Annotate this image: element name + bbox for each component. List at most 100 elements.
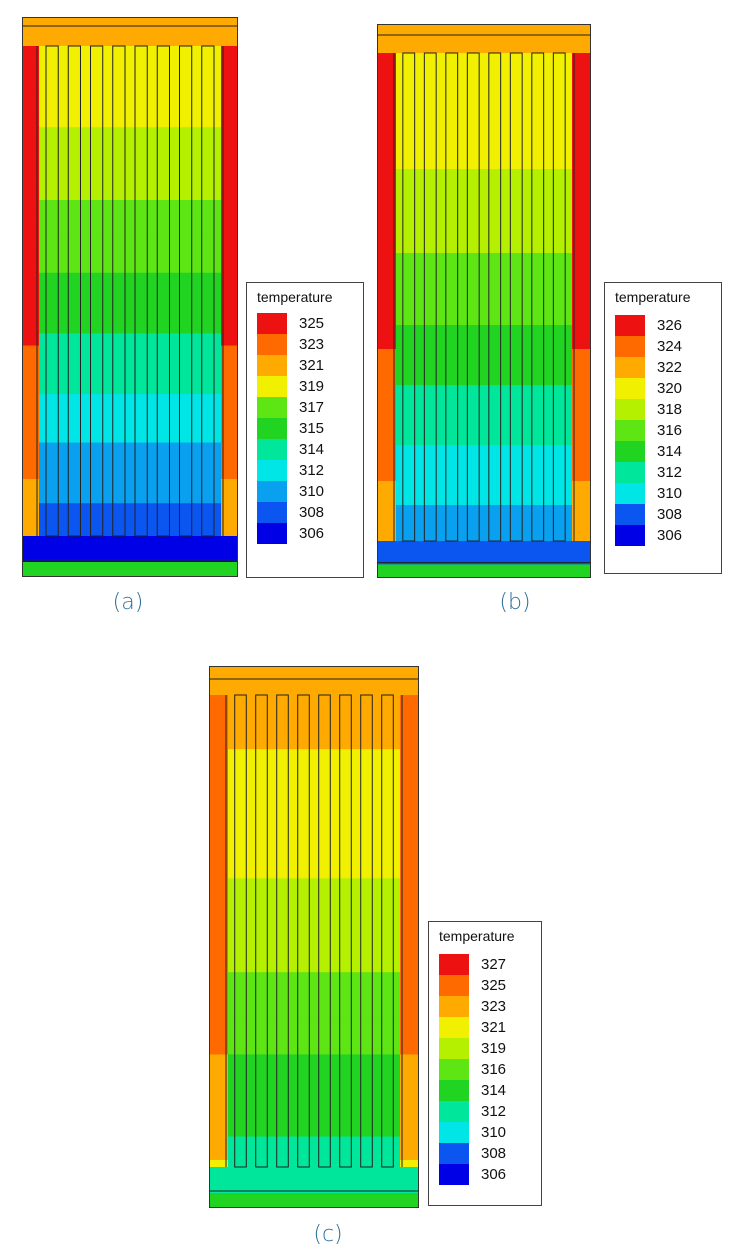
- side-wall-band: [221, 236, 237, 250]
- field-band: [210, 1030, 418, 1044]
- side-wall-band: [210, 972, 228, 985]
- field-band: [210, 960, 418, 974]
- field-band: [23, 175, 237, 189]
- legend-tick-label: 312: [657, 464, 683, 481]
- legend-swatch: [615, 378, 645, 399]
- channel-outline: [402, 52, 416, 542]
- channel-outline: [445, 52, 459, 542]
- channel-outline: [360, 694, 373, 1168]
- side-wall-band: [572, 349, 590, 362]
- legend-entry: 308: [615, 504, 705, 525]
- legend-tick-label: 321: [481, 1019, 507, 1036]
- side-wall-band: [221, 394, 237, 408]
- side-wall-band: [378, 445, 396, 458]
- field-band: [210, 890, 418, 903]
- field-band: [23, 54, 237, 68]
- side-wall-band: [572, 313, 590, 326]
- field-band: [378, 121, 590, 134]
- side-wall-band: [572, 493, 590, 506]
- field-band: [378, 301, 590, 314]
- field-band: [23, 478, 237, 493]
- field-band: [210, 749, 418, 762]
- field-band: [23, 309, 237, 323]
- field-band: [23, 236, 237, 250]
- field-band: [23, 333, 237, 347]
- field-band: [23, 212, 237, 226]
- legend-swatch: [439, 1101, 469, 1122]
- legend-tick-label: 322: [657, 359, 683, 376]
- side-wall-band: [572, 97, 590, 110]
- channel-outline: [488, 52, 502, 542]
- side-wall-band: [221, 491, 237, 505]
- side-wall-band: [378, 313, 396, 326]
- side-wall-band: [400, 972, 418, 985]
- side-wall-band: [221, 260, 237, 274]
- field-band: [378, 457, 590, 470]
- side-wall-band: [572, 121, 590, 134]
- side-wall-band: [221, 115, 237, 129]
- side-wall-band: [400, 866, 418, 880]
- side-wall-band: [400, 901, 418, 915]
- side-wall-band: [378, 277, 396, 290]
- side-wall-band: [378, 265, 396, 278]
- side-wall-band: [378, 229, 396, 242]
- field-band: [23, 151, 237, 165]
- temperature-field-b: [378, 25, 590, 577]
- legend-swatch: [257, 334, 287, 355]
- side-wall-band: [572, 109, 590, 122]
- legend-entry: 321: [257, 355, 347, 376]
- side-wall-band: [400, 737, 418, 751]
- side-wall-band: [221, 418, 237, 432]
- legend-tick-label: 316: [657, 422, 683, 439]
- legend-entry: 318: [615, 399, 705, 420]
- side-wall-band: [221, 212, 237, 226]
- legend-entry: 326: [615, 315, 705, 336]
- side-wall-band: [400, 1089, 418, 1103]
- temperature-field-a: [23, 18, 237, 576]
- side-wall-band: [378, 145, 396, 158]
- field-band: [210, 772, 418, 786]
- side-wall-band: [221, 272, 237, 286]
- legend-swatch: [439, 1143, 469, 1164]
- side-wall-band: [572, 169, 590, 182]
- side-wall-band: [23, 381, 39, 396]
- top-header: [378, 25, 590, 53]
- field-band: [210, 1113, 418, 1126]
- legend-swatch: [615, 483, 645, 504]
- legend-entry: 320: [615, 378, 705, 399]
- side-wall-band: [400, 1030, 418, 1044]
- side-wall-band: [23, 333, 39, 347]
- field-band: [378, 205, 590, 218]
- side-wall-band: [378, 181, 396, 194]
- field-band: [23, 406, 237, 420]
- field-band: [210, 995, 418, 1009]
- legend-swatch: [439, 1080, 469, 1101]
- side-wall-band: [210, 866, 228, 880]
- channel-outline: [234, 694, 247, 1168]
- field-band: [210, 1101, 418, 1115]
- side-wall-band: [210, 1148, 228, 1162]
- side-wall-band: [221, 151, 237, 165]
- legend-entry: 315: [257, 418, 347, 439]
- side-wall-band: [221, 90, 237, 104]
- legend-tick-label: 306: [657, 527, 683, 544]
- side-wall-band: [378, 373, 396, 386]
- side-wall-band: [378, 157, 396, 170]
- field-band: [378, 445, 590, 458]
- side-wall-band: [221, 284, 237, 298]
- legend-tick-label: 318: [657, 401, 683, 418]
- legend-entry: 308: [439, 1143, 529, 1164]
- side-wall-band: [210, 913, 228, 927]
- legend-swatch: [439, 1122, 469, 1143]
- field-band: [23, 491, 237, 505]
- top-header: [23, 18, 237, 46]
- side-wall-band: [572, 325, 590, 338]
- side-wall-band: [221, 297, 237, 311]
- side-wall-band: [23, 491, 39, 505]
- field-band: [210, 1089, 418, 1103]
- field-band: [378, 181, 590, 194]
- field-band: [23, 369, 237, 383]
- side-wall-band: [400, 983, 418, 997]
- legend-swatch: [615, 357, 645, 378]
- side-wall-band: [400, 1124, 418, 1138]
